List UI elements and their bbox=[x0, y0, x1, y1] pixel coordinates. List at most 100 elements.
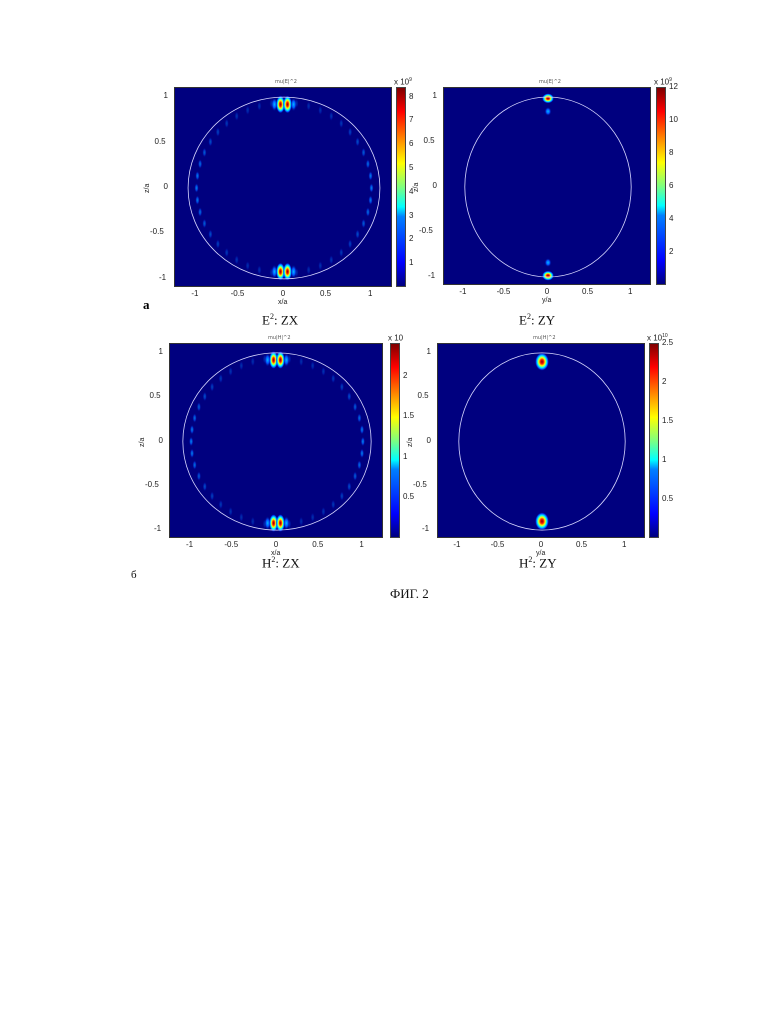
field-lobe bbox=[197, 402, 201, 412]
field-lobe bbox=[355, 229, 359, 239]
y-tick-label: -0.5 bbox=[150, 228, 164, 236]
field-hotspot bbox=[290, 265, 296, 279]
resonator-boundary bbox=[465, 97, 631, 277]
x-tick-label: 0 bbox=[274, 541, 278, 549]
colorbar-tick-label: 2.5 bbox=[662, 339, 673, 347]
field-lobe bbox=[192, 413, 196, 423]
x-tick-label: 0.5 bbox=[320, 290, 331, 298]
x-tick-label: 1 bbox=[628, 288, 632, 296]
field-lobe bbox=[228, 507, 232, 517]
colorbar-tick-label: 2 bbox=[662, 378, 666, 386]
colorbar-tick-label: 1.5 bbox=[403, 412, 414, 420]
x-tick-label: -1 bbox=[453, 541, 460, 549]
y-tick-label: 0.5 bbox=[424, 137, 435, 145]
field-lobe bbox=[239, 361, 243, 371]
field-lobe bbox=[239, 512, 243, 522]
field-lobe bbox=[357, 413, 361, 423]
caption-plane: : ZX bbox=[274, 312, 298, 327]
field-lobe bbox=[198, 159, 202, 169]
x-tick-label: 0.5 bbox=[312, 541, 323, 549]
y-tick-label: 1 bbox=[433, 92, 437, 100]
x-axis-label: y/a bbox=[542, 297, 551, 304]
field-lobe bbox=[202, 148, 206, 158]
y-tick-label: 0 bbox=[164, 183, 168, 191]
x-tick-label: -0.5 bbox=[491, 541, 505, 549]
colorbar-tick-label: 6 bbox=[409, 140, 413, 148]
x-tick-label: 0 bbox=[539, 541, 543, 549]
field-lobe bbox=[235, 255, 239, 265]
panel-mini-title: mu|E|^2 bbox=[539, 79, 561, 85]
y-tick-label: 1 bbox=[164, 92, 168, 100]
colorbar-exponent: x 10 bbox=[388, 333, 403, 343]
colorbar-tick-label: 12 bbox=[669, 83, 678, 91]
x-tick-label: 1 bbox=[368, 290, 372, 298]
y-tick-label: 0.5 bbox=[155, 138, 166, 146]
caption-field: E bbox=[262, 312, 270, 327]
field-lobe bbox=[210, 491, 214, 501]
field-lobe bbox=[306, 101, 310, 111]
row-label-a: a bbox=[143, 297, 150, 313]
field-lobe bbox=[318, 105, 322, 115]
field-hotspot bbox=[542, 271, 554, 281]
field-lobe bbox=[228, 366, 232, 376]
caption-plane: : ZY bbox=[532, 555, 556, 570]
field-lobe bbox=[361, 437, 365, 447]
field-lobe bbox=[310, 512, 314, 522]
caption-plane: : ZY bbox=[531, 312, 555, 327]
x-tick-label: -0.5 bbox=[231, 290, 245, 298]
field-lobe bbox=[360, 425, 364, 435]
field-lobe bbox=[203, 482, 207, 492]
resonator-boundary bbox=[459, 353, 625, 530]
heatmap-plot-E2-ZX bbox=[174, 87, 392, 287]
x-tick-label: 0.5 bbox=[576, 541, 587, 549]
field-lobe bbox=[353, 402, 357, 412]
y-tick-label: 0 bbox=[427, 437, 431, 445]
colorbar-tick-label: 2 bbox=[409, 235, 413, 243]
field-lobe bbox=[310, 361, 314, 371]
field-lobe bbox=[369, 183, 373, 193]
y-axis-label: z/a bbox=[407, 437, 414, 446]
field-lobe bbox=[361, 218, 365, 228]
colorbar-exponent-power: 9 bbox=[409, 77, 412, 83]
colorbar bbox=[649, 343, 659, 538]
y-axis-label: z/a bbox=[144, 184, 151, 193]
field-hotspot bbox=[283, 516, 289, 530]
x-tick-label: -0.5 bbox=[497, 288, 511, 296]
y-tick-label: -0.5 bbox=[419, 227, 433, 235]
field-lobe bbox=[306, 265, 310, 275]
y-tick-label: -0.5 bbox=[413, 481, 427, 489]
field-lobe bbox=[251, 516, 255, 526]
field-lobe bbox=[203, 391, 207, 401]
field-lobe bbox=[348, 239, 352, 249]
field-lobe bbox=[357, 460, 361, 470]
field-lobe bbox=[245, 261, 249, 271]
caption-field: H bbox=[262, 555, 271, 570]
colorbar-tick-label: 7 bbox=[409, 116, 413, 124]
colorbar-tick-label: 2 bbox=[669, 248, 673, 256]
panel-caption: E2: ZX bbox=[262, 312, 298, 328]
colorbar-tick-label: 8 bbox=[409, 93, 413, 101]
field-lobe bbox=[299, 357, 303, 367]
x-tick-label: -0.5 bbox=[224, 541, 238, 549]
y-axis-label: z/a bbox=[413, 183, 420, 192]
resonator-boundary bbox=[188, 97, 380, 279]
colorbar-exponent-base: x 10 bbox=[647, 334, 662, 343]
field-lobe bbox=[318, 261, 322, 271]
field-lobe bbox=[360, 448, 364, 458]
figure-title: ФИГ. 2 bbox=[390, 586, 429, 602]
colorbar-tick-label: 1 bbox=[409, 259, 413, 267]
field-lobe bbox=[219, 374, 223, 384]
field-lobe bbox=[347, 391, 351, 401]
colorbar-tick-label: 0.5 bbox=[662, 495, 673, 503]
colorbar-tick-label: 4 bbox=[669, 215, 673, 223]
x-tick-label: -1 bbox=[191, 290, 198, 298]
field-lobe bbox=[353, 471, 357, 481]
field-lobe bbox=[195, 171, 199, 181]
field-lobe bbox=[321, 507, 325, 517]
field-lobe bbox=[225, 248, 229, 258]
panel-caption: E2: ZY bbox=[519, 312, 555, 328]
field-lobe bbox=[190, 425, 194, 435]
field-lobe bbox=[329, 255, 333, 265]
row-label-b: б bbox=[131, 569, 137, 581]
field-lobe bbox=[219, 499, 223, 509]
